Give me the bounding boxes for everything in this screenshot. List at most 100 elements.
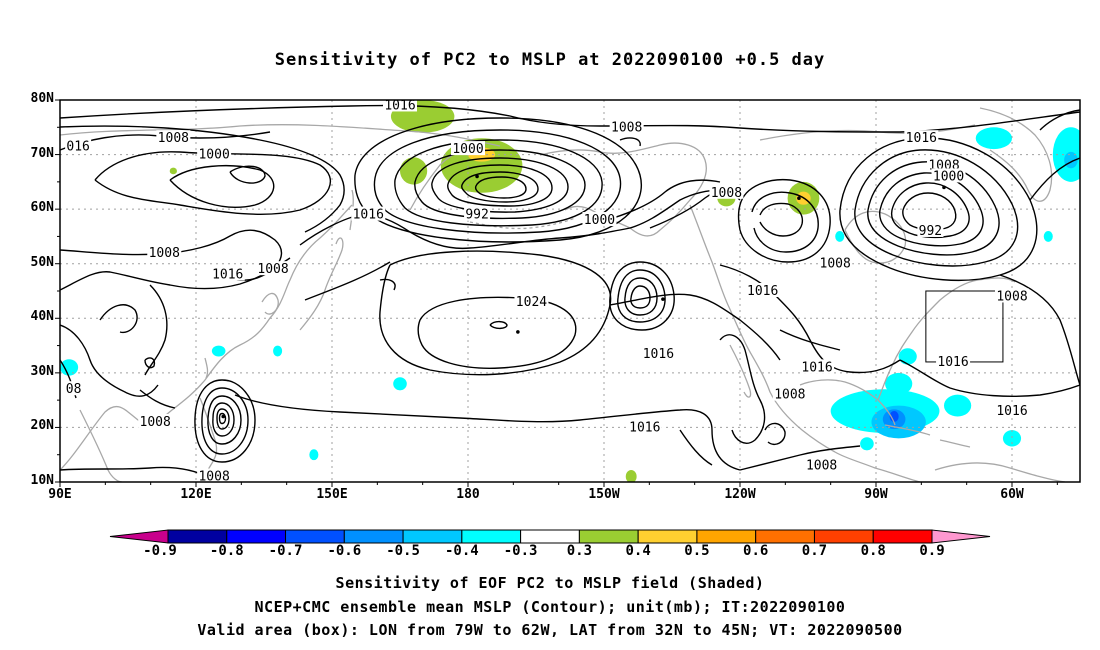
contour-label-bg: [147, 244, 182, 259]
contour-label: 1016: [384, 98, 415, 113]
contour-label: 1016: [906, 131, 937, 146]
contour-label: 1000: [933, 169, 964, 184]
contour-label-bg: [514, 293, 549, 308]
caption-line-1: Sensitivity of EOF PC2 to MSLP field (Sh…: [335, 574, 765, 592]
contour-label-bg: [156, 130, 191, 145]
colorbar-segment: [872, 529, 933, 544]
contour-label-bg: [582, 212, 617, 227]
low-center-marker: [475, 174, 479, 179]
contour-label-bg: [995, 403, 1029, 418]
contour-label-bg: [383, 97, 417, 112]
colorbar-segment: [285, 529, 345, 544]
valid-area-rect: [925, 290, 1004, 363]
contour-label-bg: [995, 288, 1029, 303]
lat-label: 60N: [30, 200, 54, 216]
contour-label-bg: [197, 146, 232, 161]
positive-sensitivity-region: [400, 157, 428, 185]
contour-label-bg: [709, 184, 744, 199]
contour-label-bg: [927, 157, 961, 172]
contour-label: 1008: [140, 415, 171, 430]
contour-label: 1008: [257, 262, 288, 277]
colorbar-segment: [637, 529, 698, 544]
contour-label: 1008: [820, 257, 851, 272]
contour-label: 1016: [353, 208, 384, 223]
negative-sensitivity-region: [1002, 430, 1022, 447]
colorbar-tick-label: 0.8: [860, 543, 886, 559]
colorbar-tick-label: -0.9: [143, 543, 177, 559]
contour-label-bg: [917, 222, 944, 237]
lat-label: 80N: [30, 91, 54, 106]
contour-label: 1008: [806, 459, 837, 474]
contour-label: 016: [66, 139, 89, 154]
contour-label-bg: [351, 206, 386, 221]
contour-label: 1008: [198, 470, 229, 485]
negative-sensitivity-region: [885, 372, 913, 395]
contour-label-bg: [464, 206, 491, 221]
contour-label: 992: [919, 224, 942, 239]
contour-label: 1008: [711, 186, 742, 201]
contour-label-bg: [138, 413, 173, 428]
colorbar-segment: [755, 529, 815, 544]
negative-sensitivity-region: [975, 127, 1012, 150]
negative-sensitivity-region: [211, 345, 226, 357]
lat-label: 20N: [30, 418, 54, 434]
contour-label-bg: [818, 255, 853, 270]
lat-label: 70N: [30, 145, 54, 161]
lat-label: 10N: [30, 473, 54, 488]
contour-labels: 1016 016 1008 1000 1000 1008 1016 1008 1000 992 10…: [64, 97, 1029, 485]
lon-label: 60W: [1000, 487, 1024, 502]
contour-label: 1024: [516, 295, 547, 310]
colorbar-segment: [461, 529, 522, 544]
colorbar-tick-label: 0.9: [919, 543, 945, 559]
lon-label: 180: [456, 487, 480, 502]
contour-label: 1008: [996, 289, 1027, 304]
contour-label-bg: [745, 283, 780, 297]
low-center-marker: [221, 414, 225, 419]
colorbar-tick-label: -0.6: [327, 543, 362, 559]
caption-line-3: Valid area (box): LON from 79W to 62W, L…: [197, 621, 903, 639]
colorbar-segment: [520, 529, 580, 544]
colorbar-tick-label: 0.7: [801, 543, 828, 559]
contour-label: 1000: [452, 142, 483, 157]
coastlines: [60, 107, 1066, 482]
low-center-marker: [942, 185, 946, 190]
contour-label: 1016: [747, 284, 778, 299]
negative-sensitivity-region: [944, 394, 972, 417]
colorbar-segment: [813, 529, 874, 544]
negative-sensitivity-region: [273, 345, 283, 357]
negative-sensitivity-region: [1043, 230, 1053, 242]
contour-label: 1016: [643, 347, 674, 362]
negative-sensitivity-region: [898, 348, 917, 365]
colorbar-segment: [402, 529, 463, 544]
contour-label: 1016: [801, 360, 832, 375]
colorbar-tick-label: -0.4: [444, 543, 479, 559]
colorbar-tick-label: -0.7: [268, 543, 303, 559]
valid-area-box: [925, 290, 1004, 363]
lon-label: 120W: [724, 487, 756, 502]
lat-label: 40N: [30, 309, 54, 325]
contour-label-bg: [772, 386, 807, 401]
negative-sensitivity-region: [393, 377, 407, 391]
lat-label: 50N: [30, 254, 54, 270]
contour-label: 1000: [584, 213, 615, 228]
contour-label: 08: [66, 382, 82, 397]
chart-title: Sensitivity of PC2 to MSLP at 2022090100…: [274, 50, 826, 70]
contour-label: 1016: [937, 355, 968, 370]
contour-label-bg: [904, 130, 939, 145]
contour-label: 1000: [198, 148, 229, 163]
colorbar-tick-label: 0.4: [625, 543, 651, 559]
colorbar-low-extend: [109, 529, 169, 544]
negative-sensitivity-region: [860, 437, 874, 451]
contour-label: 1008: [158, 131, 189, 146]
contour-label-bg: [65, 138, 92, 153]
colorbar-segment: [226, 529, 287, 544]
lon-label: 90E: [48, 487, 72, 502]
contour-label-bg: [451, 141, 485, 156]
lon-label: 150W: [588, 487, 620, 502]
contour-label-bg: [627, 419, 662, 434]
low-center-marker: [797, 196, 801, 201]
contour-label-bg: [609, 119, 644, 134]
positive-sensitivity-region: [169, 167, 177, 175]
colorbar-tick-label: -0.8: [209, 543, 244, 559]
